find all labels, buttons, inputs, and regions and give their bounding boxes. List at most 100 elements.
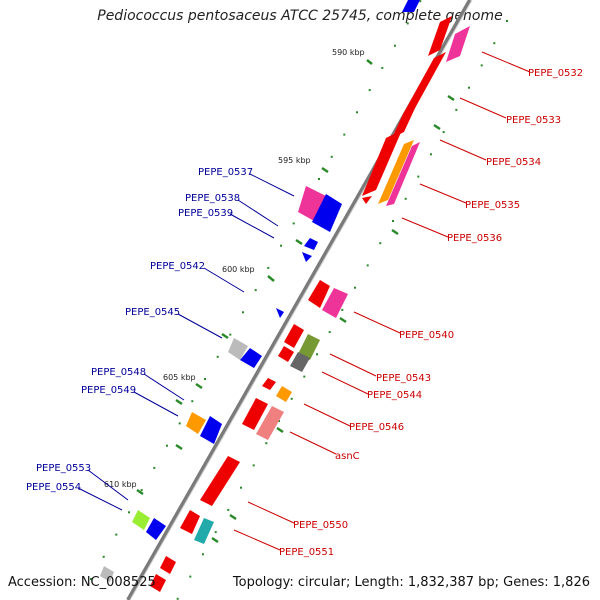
minor-tick-dot xyxy=(292,222,295,225)
gene-feature xyxy=(186,412,206,434)
minor-tick-dot xyxy=(316,353,318,356)
gene-feature xyxy=(284,324,304,348)
gene-feature xyxy=(392,106,416,138)
gene-feature xyxy=(256,406,284,440)
gene-label: PEPE_0548 xyxy=(91,367,146,378)
minor-tick-dot xyxy=(265,442,268,445)
gene-feature xyxy=(312,194,342,232)
minor-tick-dot xyxy=(506,20,508,22)
minor-tick-dot xyxy=(278,420,280,422)
gene-label: PEPE_0533 xyxy=(506,115,561,126)
gene-label: PEPE_0549 xyxy=(81,385,136,396)
gene-feature xyxy=(302,252,312,262)
gene-feature xyxy=(402,52,446,116)
gene-feature xyxy=(276,308,284,318)
minor-tick-dot xyxy=(178,422,181,425)
gene-feature xyxy=(132,510,150,530)
minor-tick-dot xyxy=(419,0,422,3)
gene-label: PEPE_0553 xyxy=(36,463,91,474)
gene-label: asnC xyxy=(335,451,360,462)
gene-feature xyxy=(242,398,268,430)
gene-feature xyxy=(308,280,330,308)
minor-tick-dot xyxy=(229,333,232,336)
tick-marks xyxy=(136,59,455,544)
gene-label: PEPE_0537 xyxy=(198,167,253,178)
gene-label: PEPE_0534 xyxy=(486,157,541,168)
gene-label: PEPE_0535 xyxy=(465,200,520,211)
minor-tick-dot xyxy=(153,466,156,469)
gene-label: PEPE_0542 xyxy=(150,261,205,272)
minor-tick-dot xyxy=(394,44,396,47)
gene-label: PEPE_0550 xyxy=(293,520,348,531)
minor-tick-dot xyxy=(252,464,255,467)
gene-label: PEPE_0532 xyxy=(528,68,583,79)
gene-feature xyxy=(180,510,200,534)
gene-feature xyxy=(322,288,348,318)
minor-tick-dot xyxy=(381,66,384,69)
tick-labels: 590 kbp 595 kbp 600 kbp 605 kbp 610 kbp xyxy=(104,48,365,489)
gene-feature xyxy=(276,386,292,402)
minor-tick-dot xyxy=(166,444,168,447)
minor-tick-dot xyxy=(90,578,92,580)
minor-tick-dot xyxy=(204,378,206,380)
gene-feature xyxy=(200,416,222,444)
gene-feature xyxy=(362,196,372,204)
minor-tick-dot xyxy=(115,533,118,536)
forward-gene-labels: PEPE_0532 PEPE_0533 PEPE_0534 PEPE_0535 … xyxy=(279,68,583,558)
gene-label: PEPE_0543 xyxy=(376,373,431,384)
gene-feature xyxy=(194,518,214,544)
minor-tick-dot xyxy=(330,155,333,158)
tick-label-600: 600 kbp xyxy=(222,265,255,274)
minor-tick-dot xyxy=(343,133,346,136)
gene-feature xyxy=(150,574,166,592)
minor-tick-dot xyxy=(493,42,496,45)
minor-tick-dot xyxy=(404,197,407,200)
minor-tick-dot xyxy=(191,400,194,403)
gene-feature xyxy=(386,142,420,206)
minor-tick-dot xyxy=(214,531,217,534)
gene-feature xyxy=(290,352,310,372)
minor-tick-dot xyxy=(366,264,369,267)
tick-label-605: 605 kbp xyxy=(163,373,196,382)
minor-tick-dot xyxy=(189,575,192,578)
gene-label: PEPE_0551 xyxy=(279,547,334,558)
minor-tick-dot xyxy=(455,108,458,111)
minor-tick-dot xyxy=(354,286,356,289)
map-title: Pediococcus pentosaceus ATCC 25745, comp… xyxy=(97,8,503,24)
minor-tick-dot xyxy=(468,86,470,89)
gene-label: PEPE_0546 xyxy=(349,422,404,433)
minor-tick-dot xyxy=(379,242,382,245)
minor-tick-dot xyxy=(240,486,242,489)
minor-tick-dot xyxy=(341,308,344,311)
gene-feature xyxy=(402,0,420,12)
minor-tick-dot xyxy=(406,22,409,25)
gene-feature xyxy=(200,456,240,506)
label-leaders xyxy=(77,51,531,551)
gene-label: PEPE_0538 xyxy=(185,193,240,204)
gene-feature xyxy=(428,16,452,56)
minor-tick-dot xyxy=(328,331,331,334)
minor-tick-dot xyxy=(140,489,143,492)
minor-tick-dot xyxy=(303,375,306,378)
gene-label: PEPE_0540 xyxy=(399,330,454,341)
gene-feature xyxy=(160,556,176,574)
gene-feature xyxy=(240,348,262,368)
minor-tick-dot xyxy=(368,89,371,92)
minor-tick-dot xyxy=(102,555,105,558)
gene-feature xyxy=(228,338,248,360)
forward-genes xyxy=(150,16,470,592)
minor-tick-dot xyxy=(392,220,394,222)
minor-tick-dot xyxy=(290,397,293,400)
gene-label: PEPE_0536 xyxy=(447,233,502,244)
minor-tick-dot xyxy=(242,311,244,314)
minor-tick-dot xyxy=(128,511,130,514)
minor-tick-dot xyxy=(216,355,219,358)
minor-tick-dot xyxy=(417,175,420,178)
minor-tick-dot xyxy=(442,131,445,134)
reverse-genes xyxy=(100,0,420,582)
minor-tick-dot xyxy=(280,244,282,247)
minor-tick-dot xyxy=(267,266,270,269)
gene-label: PEPE_0554 xyxy=(26,482,81,493)
gene-feature xyxy=(100,566,114,582)
gene-feature xyxy=(304,238,318,250)
